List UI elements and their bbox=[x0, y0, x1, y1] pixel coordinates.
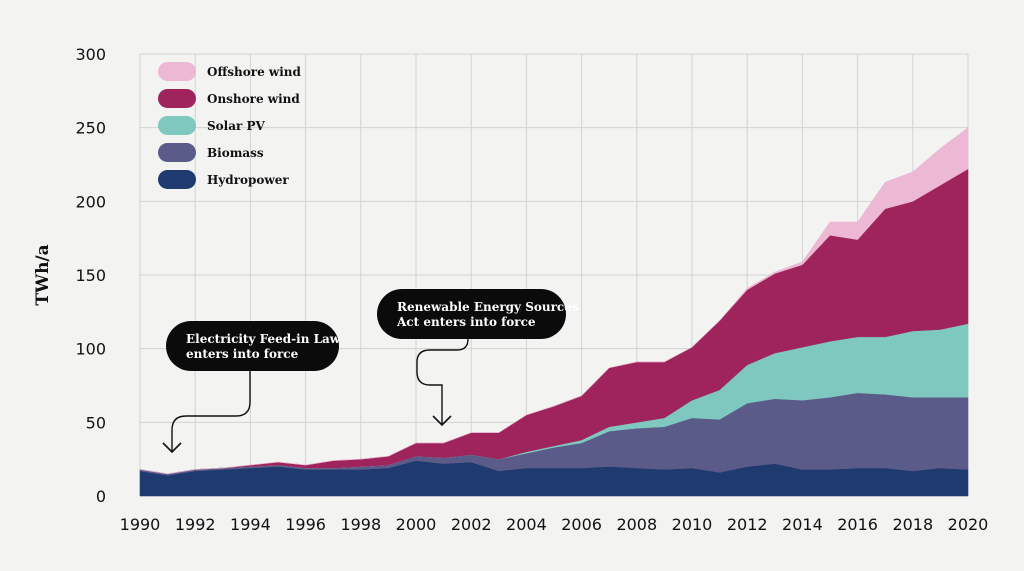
x-tick-label: 2006 bbox=[561, 515, 602, 534]
annotation-text: enters into force bbox=[186, 347, 299, 361]
legend-item-hydropower: Hydropower bbox=[158, 170, 289, 189]
legend: Offshore wind Onshore wind Solar PV Biomass… bbox=[158, 62, 302, 189]
annotation-text: Renewable Energy Sources bbox=[397, 300, 579, 314]
legend-label: Offshore wind bbox=[207, 65, 302, 79]
annotation-arrow bbox=[171, 371, 251, 452]
x-tick-label: 1994 bbox=[230, 515, 271, 534]
y-axis-label: TWh/a bbox=[33, 244, 53, 305]
legend-swatch bbox=[158, 62, 196, 81]
legend-item-offshore-wind: Offshore wind bbox=[158, 62, 302, 81]
areas bbox=[139, 127, 969, 497]
legend-label: Solar PV bbox=[207, 119, 266, 133]
legend-swatch bbox=[158, 89, 196, 108]
x-tick-label: 2012 bbox=[727, 515, 768, 534]
y-tick-label: 200 bbox=[75, 192, 106, 211]
x-tick-label: 2000 bbox=[396, 515, 437, 534]
legend-label: Onshore wind bbox=[207, 92, 300, 106]
legend-label: Hydropower bbox=[207, 173, 289, 187]
x-tick-label: 2014 bbox=[782, 515, 823, 534]
x-tick-label: 1996 bbox=[285, 515, 326, 534]
x-tick-label: 2008 bbox=[616, 515, 657, 534]
legend-swatch bbox=[158, 116, 196, 135]
y-tick-label: 0 bbox=[96, 487, 106, 506]
area-offshore-wind bbox=[139, 127, 969, 475]
annotation-arrow bbox=[416, 338, 469, 425]
axes: 0 50 100 150 200 250 300 1990 1992 1994 1996 1998 20… bbox=[33, 45, 988, 534]
arrow-head-icon bbox=[432, 415, 452, 427]
annotation-text: Act enters into force bbox=[396, 315, 536, 329]
x-tick-label: 1998 bbox=[340, 515, 381, 534]
legend-item-solar-pv: Solar PV bbox=[158, 116, 266, 135]
y-tick-label: 50 bbox=[86, 413, 106, 432]
legend-item-onshore-wind: Onshore wind bbox=[158, 89, 300, 108]
x-tick-label: 1990 bbox=[120, 515, 161, 534]
annotation-text: Electricity Feed-in Law bbox=[186, 332, 341, 346]
annotation-box bbox=[377, 289, 566, 339]
x-tick-label: 2018 bbox=[892, 515, 933, 534]
legend-swatch bbox=[158, 143, 196, 162]
x-tick-label: 2002 bbox=[451, 515, 492, 534]
annotation-box bbox=[166, 321, 339, 371]
legend-swatch bbox=[158, 170, 196, 189]
y-tick-label: 100 bbox=[75, 340, 106, 359]
x-tick-label: 1992 bbox=[175, 515, 216, 534]
x-tick-label: 2004 bbox=[506, 515, 547, 534]
y-tick-label: 300 bbox=[75, 45, 106, 64]
x-tick-label: 2010 bbox=[672, 515, 713, 534]
arrow-head-icon bbox=[162, 442, 182, 454]
legend-label: Biomass bbox=[207, 146, 264, 160]
x-tick-label: 2020 bbox=[948, 515, 989, 534]
legend-item-biomass: Biomass bbox=[158, 143, 264, 162]
y-tick-label: 250 bbox=[75, 119, 106, 138]
x-tick-label: 2016 bbox=[837, 515, 878, 534]
y-tick-label: 150 bbox=[75, 266, 106, 285]
